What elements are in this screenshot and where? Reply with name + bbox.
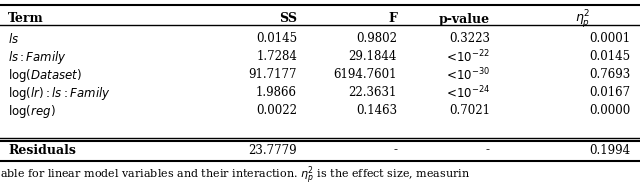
Text: SS: SS: [279, 12, 297, 26]
Text: 0.0145: 0.0145: [589, 50, 630, 63]
Text: $<\!10^{-30}$: $<\!10^{-30}$: [444, 67, 490, 83]
Text: $ls : Family$: $ls : Family$: [8, 49, 67, 66]
Text: $ls$: $ls$: [8, 32, 19, 46]
Text: Term: Term: [8, 12, 44, 26]
Text: 0.0022: 0.0022: [256, 104, 297, 117]
Text: $<\!10^{-22}$: $<\!10^{-22}$: [444, 49, 490, 65]
Text: $\log(Dataset)$: $\log(Dataset)$: [8, 66, 82, 83]
Text: $\log(reg)$: $\log(reg)$: [8, 103, 56, 120]
Text: Residuals: Residuals: [8, 143, 76, 156]
Text: 0.7021: 0.7021: [449, 104, 490, 117]
Text: 1.7284: 1.7284: [256, 50, 297, 63]
Text: 0.3223: 0.3223: [449, 32, 490, 45]
Text: 29.1844: 29.1844: [349, 50, 397, 63]
Text: 1.9866: 1.9866: [256, 87, 297, 100]
Text: 22.3631: 22.3631: [349, 87, 397, 100]
Text: $\log(lr) : ls : Family$: $\log(lr) : ls : Family$: [8, 84, 111, 101]
Text: -: -: [393, 143, 397, 156]
Text: $<\!10^{-24}$: $<\!10^{-24}$: [444, 85, 490, 101]
Text: -: -: [486, 143, 490, 156]
Text: 6194.7601: 6194.7601: [333, 69, 397, 82]
Text: 0.1463: 0.1463: [356, 104, 397, 117]
Text: $\eta_p^2$: $\eta_p^2$: [575, 8, 590, 30]
Text: 0.0001: 0.0001: [589, 32, 630, 45]
Text: 0.7693: 0.7693: [589, 69, 630, 82]
Text: 0.0167: 0.0167: [589, 87, 630, 100]
Text: F: F: [388, 12, 397, 26]
Text: 0.0000: 0.0000: [589, 104, 630, 117]
Text: 0.9802: 0.9802: [356, 32, 397, 45]
Text: 23.7779: 23.7779: [248, 143, 297, 156]
Text: 91.7177: 91.7177: [248, 69, 297, 82]
Text: 0.1994: 0.1994: [589, 143, 630, 156]
Text: 0.0145: 0.0145: [256, 32, 297, 45]
Text: able for linear model variables and their interaction. $\eta_p^2$ is the effect : able for linear model variables and thei…: [0, 165, 470, 187]
Text: p-value: p-value: [439, 12, 490, 26]
